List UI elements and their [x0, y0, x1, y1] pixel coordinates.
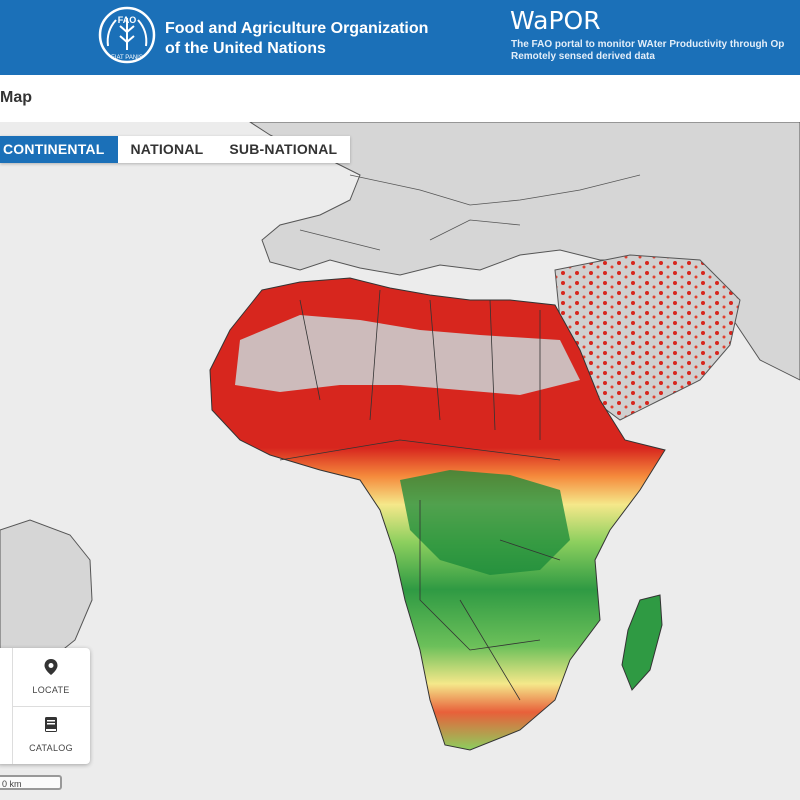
madagascar-land: [621, 594, 663, 691]
app-subtitle-line-1: The FAO portal to monitor WAter Producti…: [511, 39, 785, 50]
map-layer[interactable]: [0, 122, 800, 800]
logo-text: FAO: [118, 15, 137, 25]
app-subtitle: The FAO portal to monitor WAter Producti…: [511, 39, 800, 63]
scale-bar: 0 km: [0, 775, 62, 790]
locate-label: LOCATE: [32, 685, 70, 695]
fao-logo[interactable]: FAO FIAT PANIS: [98, 6, 156, 64]
sahara-region: [235, 315, 580, 395]
map-tools-panel: LOCATE CATALOG: [0, 648, 90, 764]
location-pin-icon: [44, 659, 58, 675]
locate-button[interactable]: LOCATE: [12, 648, 90, 706]
catalog-label: CATALOG: [29, 743, 73, 753]
tab-national[interactable]: NATIONAL: [130, 141, 204, 157]
logo-motto: FIAT PANIS: [111, 55, 143, 61]
region-tabs: CONTINENTAL NATIONAL SUB-NATIONAL: [0, 136, 351, 163]
page-title: Map: [0, 89, 32, 106]
tool-divider-horizontal: [12, 706, 90, 707]
catalog-button[interactable]: CATALOG: [12, 706, 90, 764]
app-title[interactable]: WaPOR: [510, 6, 601, 35]
europe-borders: [299, 174, 641, 251]
page-title-bar: Map: [0, 75, 800, 123]
africa-borders: [279, 289, 561, 701]
app-subtitle-line-2: Remotely sensed derived data: [511, 51, 655, 62]
map-canvas[interactable]: [0, 122, 800, 800]
organization-name[interactable]: Food and Agriculture Organization of the…: [165, 20, 429, 57]
tab-sub-national[interactable]: SUB-NATIONAL: [229, 141, 338, 157]
tab-continental[interactable]: CONTINENTAL: [0, 136, 118, 163]
book-icon: [45, 717, 57, 732]
app-header: FAO FIAT PANIS Food and Agriculture Orga…: [0, 0, 800, 75]
